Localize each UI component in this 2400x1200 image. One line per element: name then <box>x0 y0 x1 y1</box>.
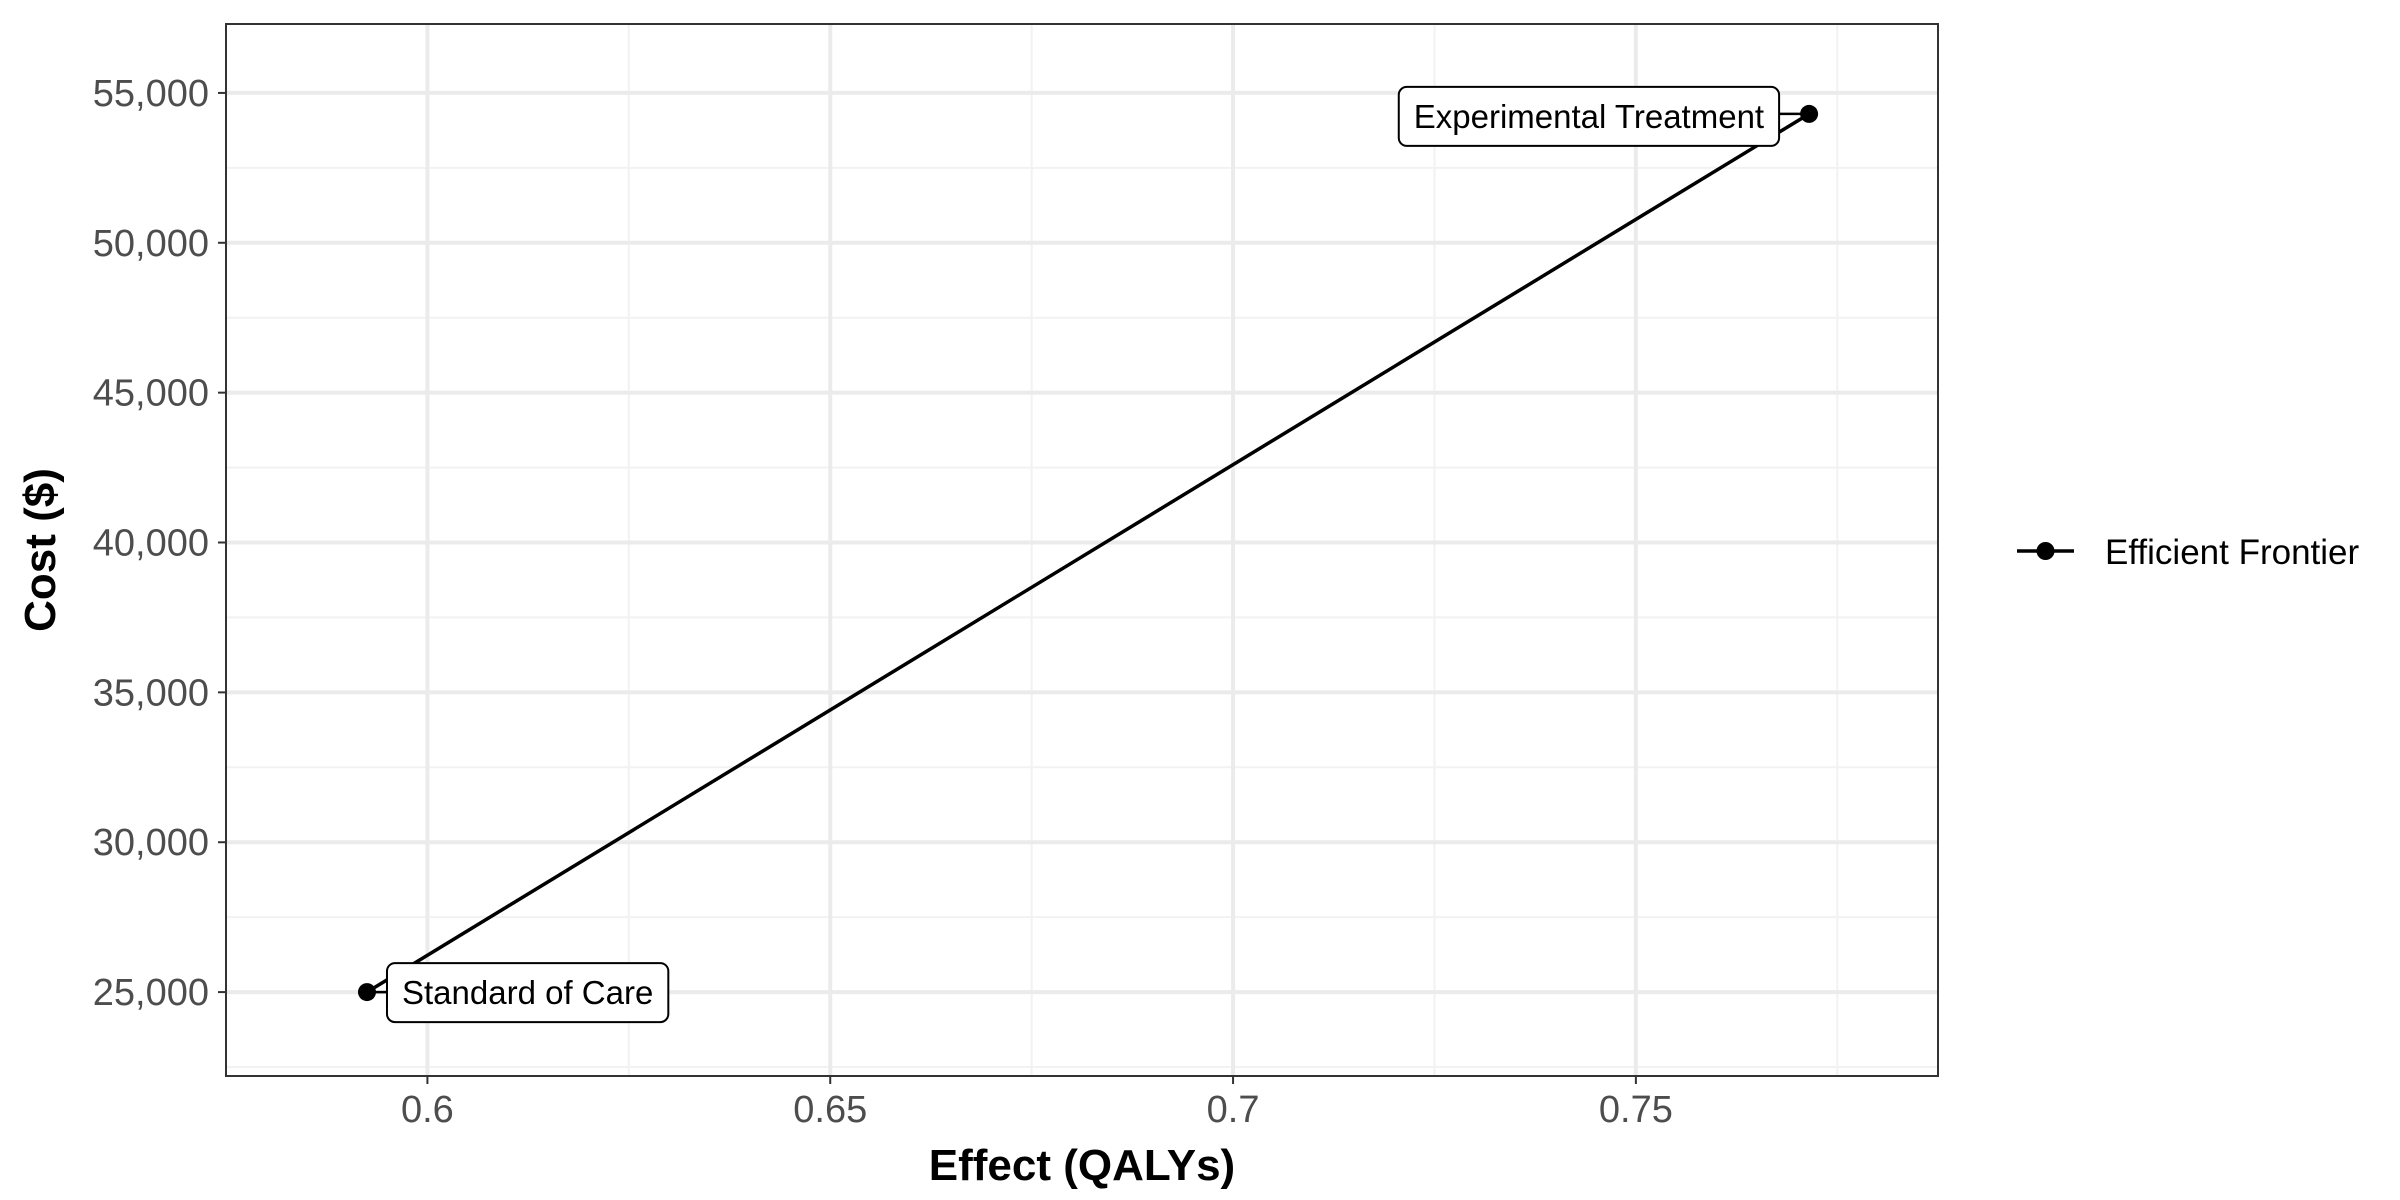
y-tick-label: 55,000 <box>93 73 209 115</box>
plot-panel-border <box>225 23 1939 1077</box>
point-label-text: Experimental Treatment <box>1414 98 1764 135</box>
x-tick-label: 0.65 <box>793 1089 867 1131</box>
point-label-box <box>385 962 670 1024</box>
y-tick-label: 35,000 <box>93 672 209 714</box>
y-axis-title: Cost ($) <box>16 468 65 632</box>
point-label: Experimental Treatment <box>1397 85 1810 147</box>
grid-minor <box>226 24 1938 1076</box>
series-line-efficient-frontier <box>366 112 1811 994</box>
y-tick-label: 30,000 <box>93 822 209 864</box>
y-tick-label: 25,000 <box>93 972 209 1014</box>
point-label-text: Standard of Care <box>402 974 653 1011</box>
y-tick-label: 50,000 <box>93 223 209 265</box>
point-label: Standard of Care <box>366 962 670 1024</box>
x-axis: 0.6 0.65 0.7 0.75 <box>401 1076 1673 1131</box>
legend-label-efficient-frontier: Efficient Frontier <box>2105 533 2360 572</box>
y-tick-label: 45,000 <box>93 373 209 415</box>
y-axis: 25,000 30,000 35,000 40,000 45,000 50,000 55,0… <box>93 73 226 1014</box>
point-label-box <box>1397 85 1781 147</box>
point-labels: Standard of Care Experimental Treatment <box>366 85 1810 1024</box>
x-tick-label: 0.6 <box>401 1089 454 1131</box>
y-tick-label: 40,000 <box>93 523 209 565</box>
x-tick-label: 0.7 <box>1207 1089 1260 1131</box>
legend-key-point <box>2036 542 2055 560</box>
plot-panel-background <box>226 24 1938 1076</box>
legend: Efficient Frontier <box>2017 533 2360 572</box>
x-axis-title: Effect (QALYs) <box>929 1141 1235 1190</box>
x-tick-label: 0.75 <box>1599 1089 1673 1131</box>
